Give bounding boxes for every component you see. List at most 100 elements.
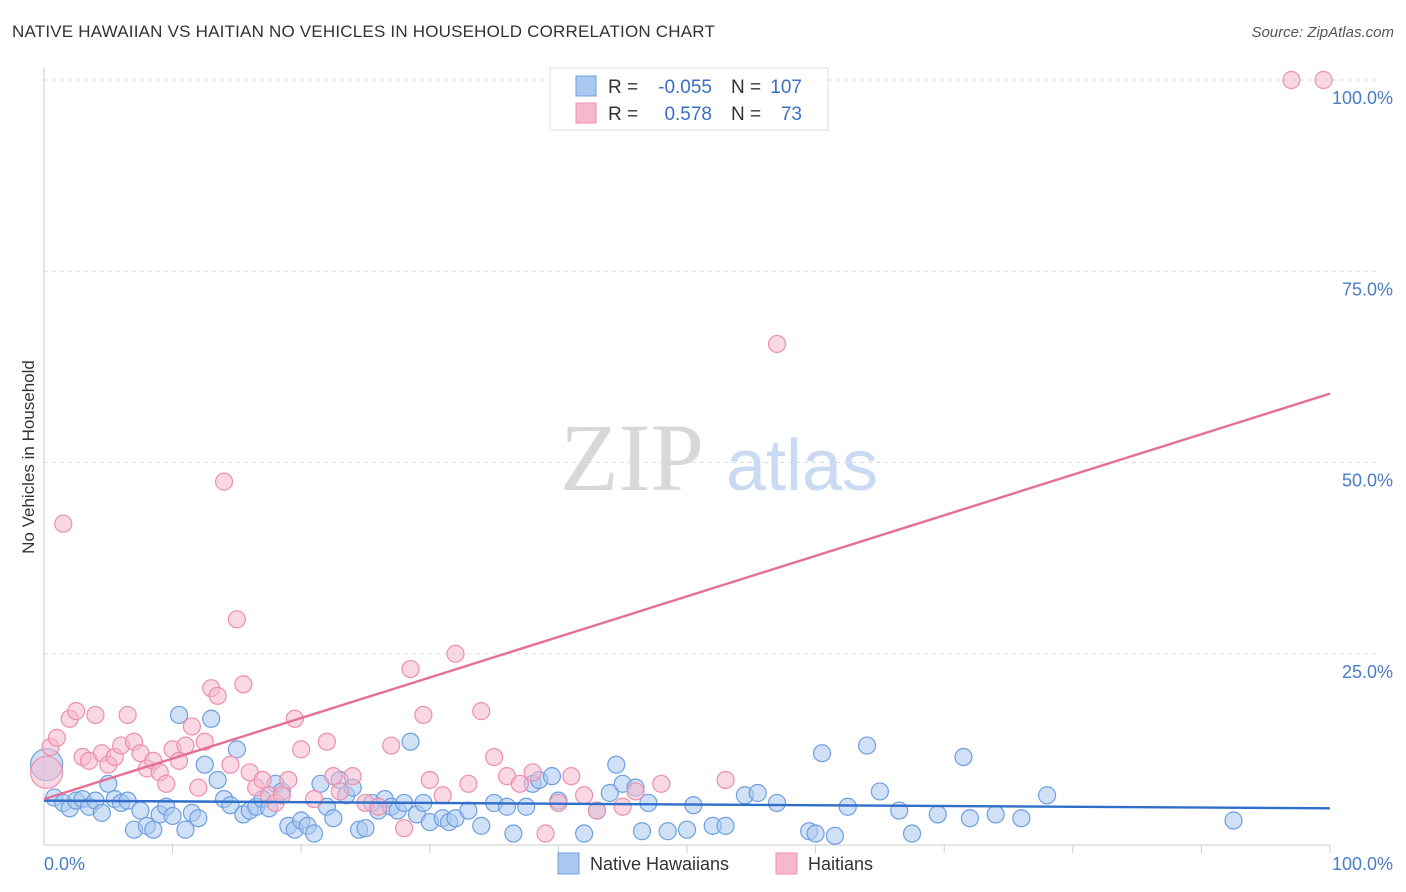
- haitian-point-49: [394, 819, 414, 838]
- haitian-point-50: [401, 659, 420, 679]
- haitian-point-45: [343, 767, 362, 786]
- haitian-point-53: [433, 786, 452, 805]
- legend-swatch-blue: [575, 75, 597, 97]
- native-hawaiian-point-14: [131, 801, 150, 820]
- haitian-point-65: [587, 801, 607, 820]
- native-hawaiian-point-73: [575, 824, 594, 843]
- y-axis-label: No Vehicles in Household: [19, 360, 38, 554]
- watermark-zip: ZIP: [560, 404, 704, 511]
- haitians-points: [29, 70, 1333, 843]
- native-hawaiian-point-92: [825, 826, 844, 845]
- haitian-point-66: [613, 797, 632, 816]
- haitian-point-37: [272, 786, 292, 805]
- native-hawaiian-point-93: [838, 797, 857, 816]
- legend-r-value-1: -0.055: [658, 77, 712, 98]
- haitian-point-57: [485, 747, 504, 767]
- native-hawaiian-point-26: [208, 770, 227, 790]
- native-hawaiian-point-64: [472, 816, 491, 835]
- native-hawaiian-point-20: [169, 705, 189, 725]
- haitian-point-54: [446, 644, 465, 663]
- haitian-point-51: [414, 705, 433, 725]
- haitian-point-41: [304, 789, 324, 809]
- legend-r-value-2: 0.578: [664, 104, 712, 125]
- haitian-point-27: [208, 686, 227, 705]
- haitian-point-24: [189, 778, 208, 797]
- source-label: Source: ZipAtlas.com: [1251, 24, 1394, 41]
- x-tick-label-1: 100.0%: [1332, 854, 1393, 874]
- haitian-point-19: [157, 774, 176, 793]
- native-hawaiian-point-82: [677, 820, 697, 839]
- native-hawaiian-point-88: [767, 793, 787, 813]
- haitian-point-28: [214, 472, 234, 491]
- haitians-trend-line: [43, 392, 1331, 801]
- native-hawaiian-point-63: [459, 801, 478, 820]
- correlation-legend: R = -0.055 N = 107 R = 0.578 N = 73: [549, 67, 829, 131]
- haitian-point-13: [118, 705, 137, 725]
- native-hawaiian-point-97: [902, 824, 922, 843]
- bottom-legend-native-hawaiians: Native Hawaiians: [590, 854, 729, 874]
- haitian-point-2: [47, 728, 66, 748]
- haitian-point-31: [234, 675, 253, 694]
- native-hawaiian-point-103: [1037, 786, 1057, 805]
- native-hawaiian-point-68: [517, 797, 536, 816]
- grid-lines: [44, 79, 1380, 655]
- haitian-point-48: [382, 736, 401, 755]
- native-hawaiian-point-25: [202, 709, 221, 728]
- haitian-point-52: [420, 770, 439, 790]
- legend-r-label-1: R =: [608, 77, 638, 98]
- haitian-point-63: [562, 767, 581, 786]
- tick-labels: 25.0% 50.0% 75.0% 100.0% 0.0% 100.0%: [44, 88, 1393, 874]
- chart-title: NATIVE HAWAIIAN VS HAITIAN NO VEHICLES I…: [12, 22, 716, 41]
- haitian-point-55: [459, 774, 478, 793]
- x-tick-label-0: 0.0%: [44, 854, 85, 874]
- native-hawaiian-point-66: [497, 797, 517, 816]
- haitian-point-21: [169, 751, 189, 770]
- native-hawaiian-point-104: [1224, 811, 1243, 830]
- legend-n-label-1: N =: [731, 77, 761, 98]
- haitian-point-60: [523, 763, 542, 782]
- native-hawaiian-point-101: [986, 805, 1005, 824]
- native-hawaiian-point-16: [144, 820, 163, 839]
- series-legend: Native Hawaiians Haitians: [557, 852, 873, 875]
- native-hawaiian-point-90: [806, 824, 825, 843]
- haitian-point-38: [279, 770, 298, 790]
- native-hawaiians-points: [29, 705, 1243, 845]
- haitian-point-56: [472, 702, 491, 721]
- haitian-point-67: [626, 782, 645, 801]
- native-hawaiian-point-21: [176, 820, 195, 839]
- native-hawaiian-point-102: [1012, 809, 1031, 828]
- haitian-point-39: [285, 709, 304, 728]
- bottom-legend-haitians: Haitians: [808, 854, 873, 874]
- haitian-point-23: [182, 717, 201, 736]
- trend-lines: [43, 392, 1331, 810]
- native-hawaiian-point-79: [632, 822, 652, 841]
- bottom-legend-swatch-blue: [557, 852, 580, 875]
- haitian-point-69: [716, 770, 735, 790]
- y-tick-label-0: 25.0%: [1342, 662, 1393, 682]
- haitian-point-70: [767, 334, 787, 354]
- haitian-point-5: [67, 702, 86, 721]
- native-hawaiian-point-76: [607, 755, 626, 774]
- native-hawaiian-point-95: [870, 782, 890, 801]
- haitian-point-44: [330, 782, 349, 801]
- native-hawaiian-point-19: [163, 806, 182, 826]
- y-tick-label-2: 75.0%: [1342, 279, 1393, 299]
- haitian-point-61: [536, 824, 555, 843]
- haitian-point-68: [652, 774, 671, 793]
- native-hawaiian-point-49: [356, 819, 375, 838]
- native-hawaiian-point-100: [960, 809, 980, 828]
- native-hawaiian-point-80: [639, 793, 658, 813]
- native-hawaiian-point-56: [401, 732, 420, 751]
- haitian-point-29: [221, 755, 240, 774]
- native-hawaiian-point-87: [748, 783, 767, 803]
- axes: [43, 68, 1331, 853]
- native-hawaiian-point-94: [857, 736, 877, 755]
- native-hawaiian-point-75: [600, 783, 619, 803]
- native-hawaiian-point-98: [928, 805, 947, 824]
- legend-n-value-1: 107: [770, 77, 802, 98]
- haitian-point-40: [292, 740, 311, 759]
- haitian-point-0: [29, 755, 64, 789]
- haitian-point-72: [1314, 70, 1333, 90]
- native-hawaiian-point-41: [304, 824, 324, 843]
